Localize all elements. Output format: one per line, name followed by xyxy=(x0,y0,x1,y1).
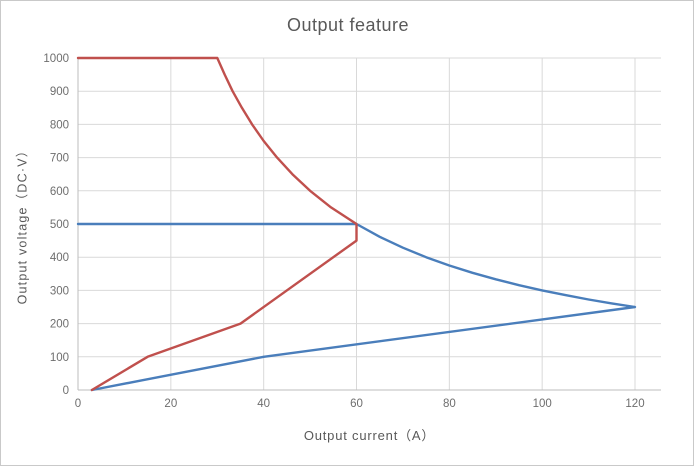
x-tick-label: 100 xyxy=(533,398,552,410)
x-tick-label: 60 xyxy=(350,398,363,410)
y-tick-label: 500 xyxy=(50,219,69,231)
x-tick-label: 120 xyxy=(625,398,644,410)
y-tick-label: 900 xyxy=(50,86,69,98)
x-tick-label: 80 xyxy=(443,398,456,410)
x-tick-label: 20 xyxy=(164,398,177,410)
y-tick-label: 700 xyxy=(50,153,69,165)
y-tick-label: 1000 xyxy=(43,53,69,65)
y-tick-label: 300 xyxy=(50,285,69,297)
red-limit-curve xyxy=(76,56,358,392)
blue-limit-curve xyxy=(76,222,637,392)
y-tick-label: 200 xyxy=(50,319,69,331)
y-tick-label: 400 xyxy=(50,252,69,264)
x-tick-label: 0 xyxy=(75,398,81,410)
y-tick-label: 800 xyxy=(50,119,69,131)
x-axis-title: Output current（A） xyxy=(303,428,436,443)
chart-title: Output feature xyxy=(286,15,410,35)
x-tick-label: 40 xyxy=(257,398,270,410)
y-tick-label: 600 xyxy=(50,186,69,198)
y-tick-label: 0 xyxy=(63,385,69,397)
y-tick-label: 100 xyxy=(50,352,69,364)
y-axis-title: Output voltage（DC·V） xyxy=(15,143,30,305)
